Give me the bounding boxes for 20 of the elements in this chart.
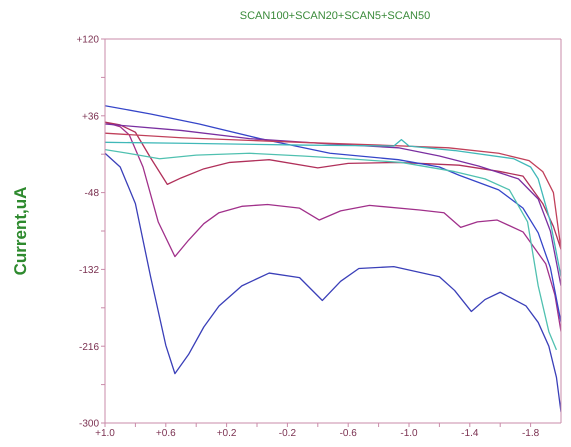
y-tick-label: -48 [84, 188, 100, 200]
y-tick-label: -300 [78, 418, 100, 430]
x-tick-label: -1.0 [400, 428, 418, 440]
x-tick-label: +1.0 [95, 428, 116, 440]
x-tick-label: -1.8 [522, 428, 540, 440]
x-tick-label: -1.4 [461, 428, 479, 440]
y-tick-label: -216 [78, 342, 100, 353]
y-axis-title: Current,uA [11, 186, 30, 276]
y-tick-label: +120 [76, 34, 100, 46]
chart-title: SCAN100+SCAN20+SCAN5+SCAN50 [238, 10, 432, 22]
x-tick-label: -0.6 [340, 428, 358, 440]
line-series [105, 123, 561, 287]
y-tick-label: +36 [82, 111, 100, 122]
x-tick-label: +0.6 [156, 428, 176, 440]
x-tick-label: +0.2 [216, 428, 237, 440]
line-series [105, 148, 558, 351]
x-tick-label: -0.2 [278, 428, 296, 440]
y-tick-label: -132 [78, 264, 100, 276]
line-series [105, 138, 561, 278]
line-series [105, 152, 561, 413]
